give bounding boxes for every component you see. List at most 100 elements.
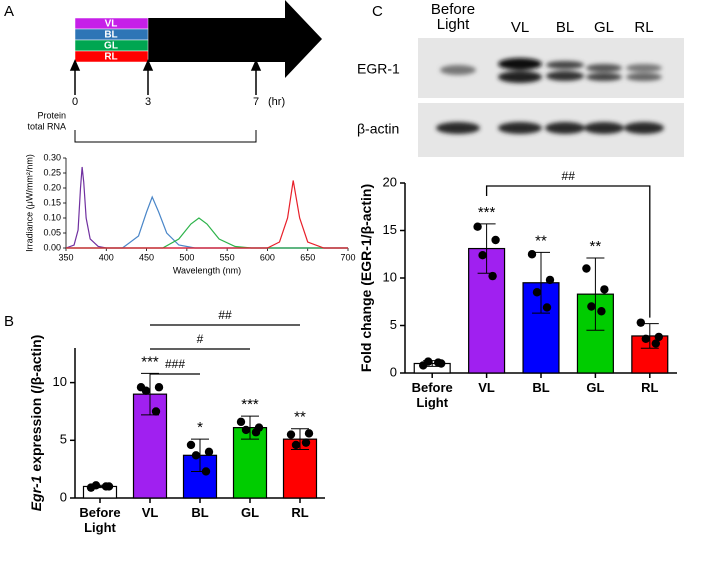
panel-letter: C bbox=[372, 3, 383, 20]
y-tick-label: 0 bbox=[60, 489, 67, 504]
y-tick-label: 0.25 bbox=[43, 167, 61, 177]
time-unit: (hr) bbox=[268, 96, 285, 108]
x-tick-label: Before Light bbox=[79, 505, 121, 535]
y-axis-label-text: Fold change (EGR-1/β-actin) bbox=[358, 184, 374, 372]
data-point bbox=[542, 303, 552, 312]
y-tick-label: 20 bbox=[383, 174, 397, 189]
time-arrow bbox=[148, 0, 322, 78]
x-tick-label: 550 bbox=[220, 252, 235, 262]
x-tick-label: VL bbox=[478, 380, 495, 395]
spectrum-line bbox=[66, 180, 348, 249]
y-tick-label: 15 bbox=[383, 222, 397, 237]
category-label-wrap: Before Light bbox=[411, 380, 453, 410]
x-tick-label: 450 bbox=[139, 252, 154, 262]
bar bbox=[576, 293, 614, 374]
comparison-bracket bbox=[485, 185, 651, 318]
data-point bbox=[236, 417, 246, 427]
condition-label: RL bbox=[104, 52, 117, 63]
significance-label: *** bbox=[478, 204, 496, 221]
x-tick-label: 650 bbox=[300, 252, 315, 262]
time-label: 3 bbox=[145, 96, 151, 108]
y-axis-label: Fold change (EGR-1/β-actin) bbox=[358, 184, 374, 372]
x-tick-label: GL bbox=[586, 380, 605, 395]
x-axis-label: Wavelength (nm) bbox=[173, 265, 241, 275]
data-point bbox=[491, 235, 500, 245]
data-point bbox=[488, 271, 497, 281]
comparison-label: ### bbox=[165, 357, 185, 371]
blot-lane-label: RL bbox=[634, 19, 653, 36]
data-point bbox=[154, 383, 164, 392]
data-point bbox=[251, 428, 261, 437]
significance-label: ** bbox=[294, 409, 306, 426]
y-tick-label: 0.05 bbox=[43, 227, 61, 237]
time-label: 0 bbox=[72, 96, 78, 108]
y-axis-label: Irradiance (μW/mm²/nm) bbox=[24, 154, 34, 252]
y-axis-label: Egr-1 expression (/β-actin) bbox=[28, 335, 44, 512]
y-axis-label-text: expression (/β-actin) bbox=[28, 335, 44, 472]
x-tick-label: 350 bbox=[58, 252, 73, 262]
x-tick-label: 700 bbox=[340, 252, 355, 262]
error-bar bbox=[586, 257, 605, 331]
data-point bbox=[434, 358, 443, 367]
significance-label: *** bbox=[241, 396, 259, 413]
data-point bbox=[301, 438, 311, 447]
x-tick-label: RL bbox=[291, 505, 309, 520]
spectrum-line bbox=[66, 217, 348, 249]
blot-lane-label: Before Light bbox=[430, 2, 476, 33]
blot-bands bbox=[436, 58, 664, 134]
data-point bbox=[291, 440, 301, 450]
condition-label: GL bbox=[104, 41, 118, 52]
y-axis-label-gene: Egr-1 bbox=[28, 475, 44, 511]
x-tick-label: 400 bbox=[99, 252, 114, 262]
x-tick-label: BL bbox=[191, 505, 209, 520]
comparison-label: ## bbox=[218, 308, 232, 322]
data-point bbox=[91, 481, 101, 490]
comparison-label: # bbox=[197, 332, 204, 346]
data-point bbox=[545, 275, 555, 285]
category-label-wrap: RL bbox=[641, 380, 658, 395]
blot-lane-label: VL bbox=[511, 19, 529, 36]
significance-label: * bbox=[197, 419, 203, 436]
data-point bbox=[241, 425, 251, 435]
data-point bbox=[186, 440, 196, 450]
category-label-wrap: VL bbox=[478, 380, 495, 395]
data-point bbox=[286, 430, 296, 439]
data-point bbox=[654, 332, 663, 342]
y-tick-label: 0.30 bbox=[43, 152, 61, 162]
data-point bbox=[151, 407, 161, 416]
data-point bbox=[101, 482, 111, 491]
data-point bbox=[201, 467, 211, 476]
time-label: 7 bbox=[253, 96, 259, 108]
condition-label: BL bbox=[104, 30, 117, 41]
data-point bbox=[582, 264, 591, 273]
blot-row-label: β-actin bbox=[357, 121, 399, 137]
data-point bbox=[473, 222, 482, 231]
x-tick-label: 600 bbox=[260, 252, 275, 262]
data-point bbox=[636, 318, 645, 327]
y-tick-label: 0 bbox=[390, 364, 397, 379]
category-label-wrap: RL bbox=[291, 505, 309, 520]
condition-label: VL bbox=[105, 19, 118, 30]
x-tick-label: BL bbox=[532, 380, 550, 395]
data-point bbox=[587, 302, 596, 311]
spectrum-line bbox=[65, 166, 348, 249]
significance-label: *** bbox=[141, 353, 159, 370]
data-point bbox=[204, 447, 214, 457]
data-point bbox=[304, 429, 314, 438]
blot-lane-label: BL bbox=[556, 19, 574, 36]
category-label-wrap: GL bbox=[586, 380, 605, 395]
data-point bbox=[651, 339, 660, 348]
y-tick-label: 0.10 bbox=[43, 212, 61, 222]
x-tick-label: VL bbox=[141, 505, 159, 520]
blot-lane-wrap: Before Light bbox=[430, 2, 476, 33]
blot-row-label: EGR-1 bbox=[357, 61, 400, 77]
x-tick-label: Before Light bbox=[411, 380, 453, 410]
data-point bbox=[141, 386, 151, 395]
y-tick-label: 0.20 bbox=[43, 182, 61, 192]
panel-letter: A bbox=[4, 3, 14, 20]
sample-label: total RNA bbox=[27, 121, 66, 131]
data-point bbox=[191, 451, 201, 460]
data-point bbox=[641, 334, 650, 343]
data-point bbox=[600, 285, 609, 294]
